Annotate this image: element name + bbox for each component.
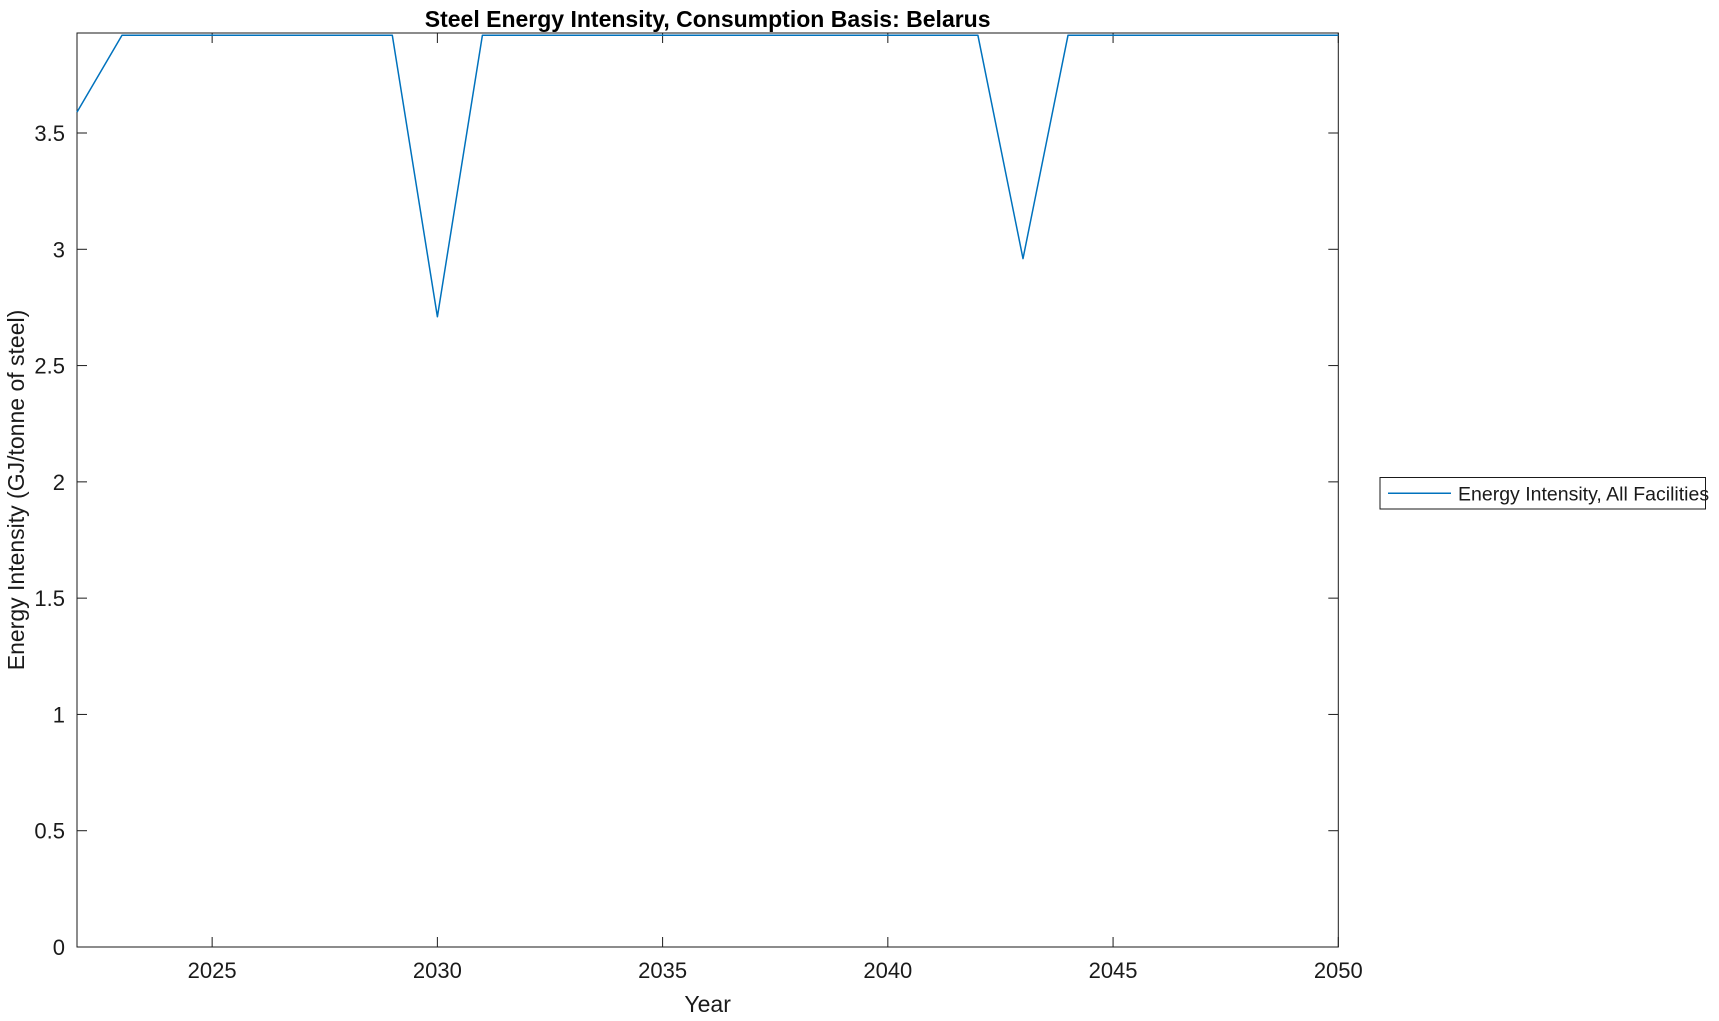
y-tick-label: 0.5 [34,819,65,844]
y-tick-label: 2.5 [34,354,65,379]
y-tick-label: 3.5 [34,121,65,146]
x-axis-label: Year [684,991,731,1017]
x-tick-label: 2050 [1314,958,1363,983]
y-tick-label: 1.5 [34,586,65,611]
x-tick-label: 2035 [638,958,687,983]
y-tick-label: 2 [53,470,65,495]
y-tick-label: 3 [53,237,65,262]
x-tick-label: 2030 [413,958,462,983]
x-tick-label: 2045 [1089,958,1138,983]
legend-label: Energy Intensity, All Facilities [1458,483,1709,505]
series-line-energy-intensity [76,34,1339,318]
y-tick-label: 1 [53,702,65,727]
y-axis-label: Energy Intensity (GJ/tonne of steel) [3,310,29,671]
y-tick-label: 0 [53,935,65,960]
plot-border [76,32,1339,948]
x-tick-label: 2040 [863,958,912,983]
x-tick-label: 2025 [188,958,237,983]
chart-title: Steel Energy Intensity, Consumption Basi… [425,6,991,32]
